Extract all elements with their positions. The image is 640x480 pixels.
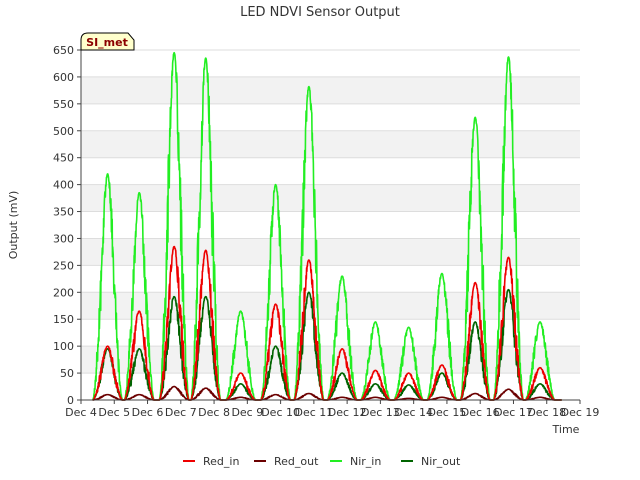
station-badge: SI_met [80,32,135,51]
y-tick-label: 100 [53,340,74,353]
plot-band [81,184,580,212]
plot-band [81,238,580,266]
x-tick-label: Dec 7 [165,406,197,419]
y-tick-label: 0 [67,394,74,407]
y-tick-label: 200 [53,286,74,299]
y-tick-label: 50 [60,367,74,380]
legend-label-red-out: Red_out [274,455,319,468]
y-tick-label: 150 [53,313,74,326]
x-tick-label: Dec 15 [428,406,467,419]
y-tick-label: 250 [53,259,74,272]
plot-band [81,346,580,374]
plot-band [81,76,580,104]
chart-title: LED NDVI Sensor Output [240,5,400,20]
x-tick-label: Dec 13 [361,406,400,419]
y-tick-label: 600 [53,71,74,84]
x-tick-label: Dec 12 [328,406,367,419]
axes: 0 50 100 150 200 250 300 350 400 450 500 550 600 650 D… [53,44,599,419]
y-tick-label: 550 [53,98,74,111]
y-tick-label: 300 [53,232,74,245]
legend: Red_in Red_out Nir_in Nir_out [183,455,461,468]
y-tick-label: 400 [53,179,74,192]
x-axis-label: Time [552,423,580,436]
x-tick-label: Dec 19 [561,406,600,419]
legend-label-red-in: Red_in [203,455,239,468]
legend-label-nir-out: Nir_out [421,455,461,468]
y-tick-label: 450 [53,152,74,165]
x-tick-label: Dec 8 [198,406,230,419]
x-tick-label: Dec 14 [394,406,433,419]
x-tick-label: Dec 16 [461,406,500,419]
x-tick-label: Dec 10 [261,406,300,419]
y-tick-label: 500 [53,125,74,138]
x-tick-label: Dec 9 [231,406,263,419]
x-tick-label: Dec 4 [65,406,97,419]
plot-band [81,130,580,158]
x-tick-label: Dec 18 [527,406,566,419]
y-tick-label: 350 [53,206,74,219]
legend-label-nir-in: Nir_in [350,455,381,468]
x-tick-label: Dec 5 [98,406,130,419]
x-tick-label: Dec 17 [494,406,533,419]
y-axis-label: Output (mV) [7,191,20,260]
x-tick-label: Dec 6 [132,406,164,419]
x-tick-label: Dec 11 [294,406,333,419]
station-badge-label: SI_met [86,36,128,49]
plot-background [81,76,580,374]
y-tick-label: 650 [53,44,74,57]
